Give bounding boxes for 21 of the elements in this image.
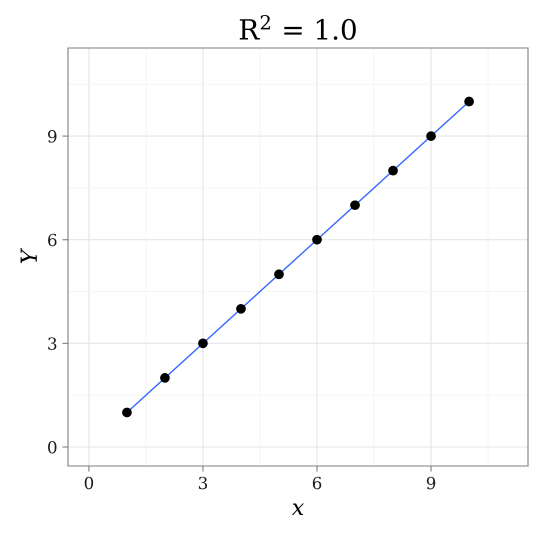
y-tick-label: 6 bbox=[48, 234, 57, 246]
y-tick-label: 9 bbox=[48, 130, 56, 143]
point bbox=[274, 269, 284, 280]
point bbox=[350, 200, 360, 210]
point bbox=[122, 408, 132, 418]
x-tick-label: 6 bbox=[312, 476, 322, 490]
point bbox=[426, 131, 436, 141]
point bbox=[236, 304, 246, 314]
point bbox=[160, 373, 170, 383]
point bbox=[464, 96, 474, 106]
point bbox=[388, 166, 398, 176]
y-tick-label: 3 bbox=[48, 337, 56, 350]
y-axis-title: Y bbox=[20, 248, 37, 264]
x-tick-label: 0 bbox=[84, 476, 94, 490]
x-tick-label: 9 bbox=[426, 476, 436, 490]
x-tick-label: 3 bbox=[198, 476, 208, 490]
y-tick-label: 0 bbox=[48, 440, 56, 454]
chart-title: R$^{2}$ = 1.0 bbox=[240, 14, 356, 40]
point bbox=[312, 234, 322, 245]
x-axis-title: x bbox=[292, 503, 304, 515]
point bbox=[198, 338, 208, 348]
